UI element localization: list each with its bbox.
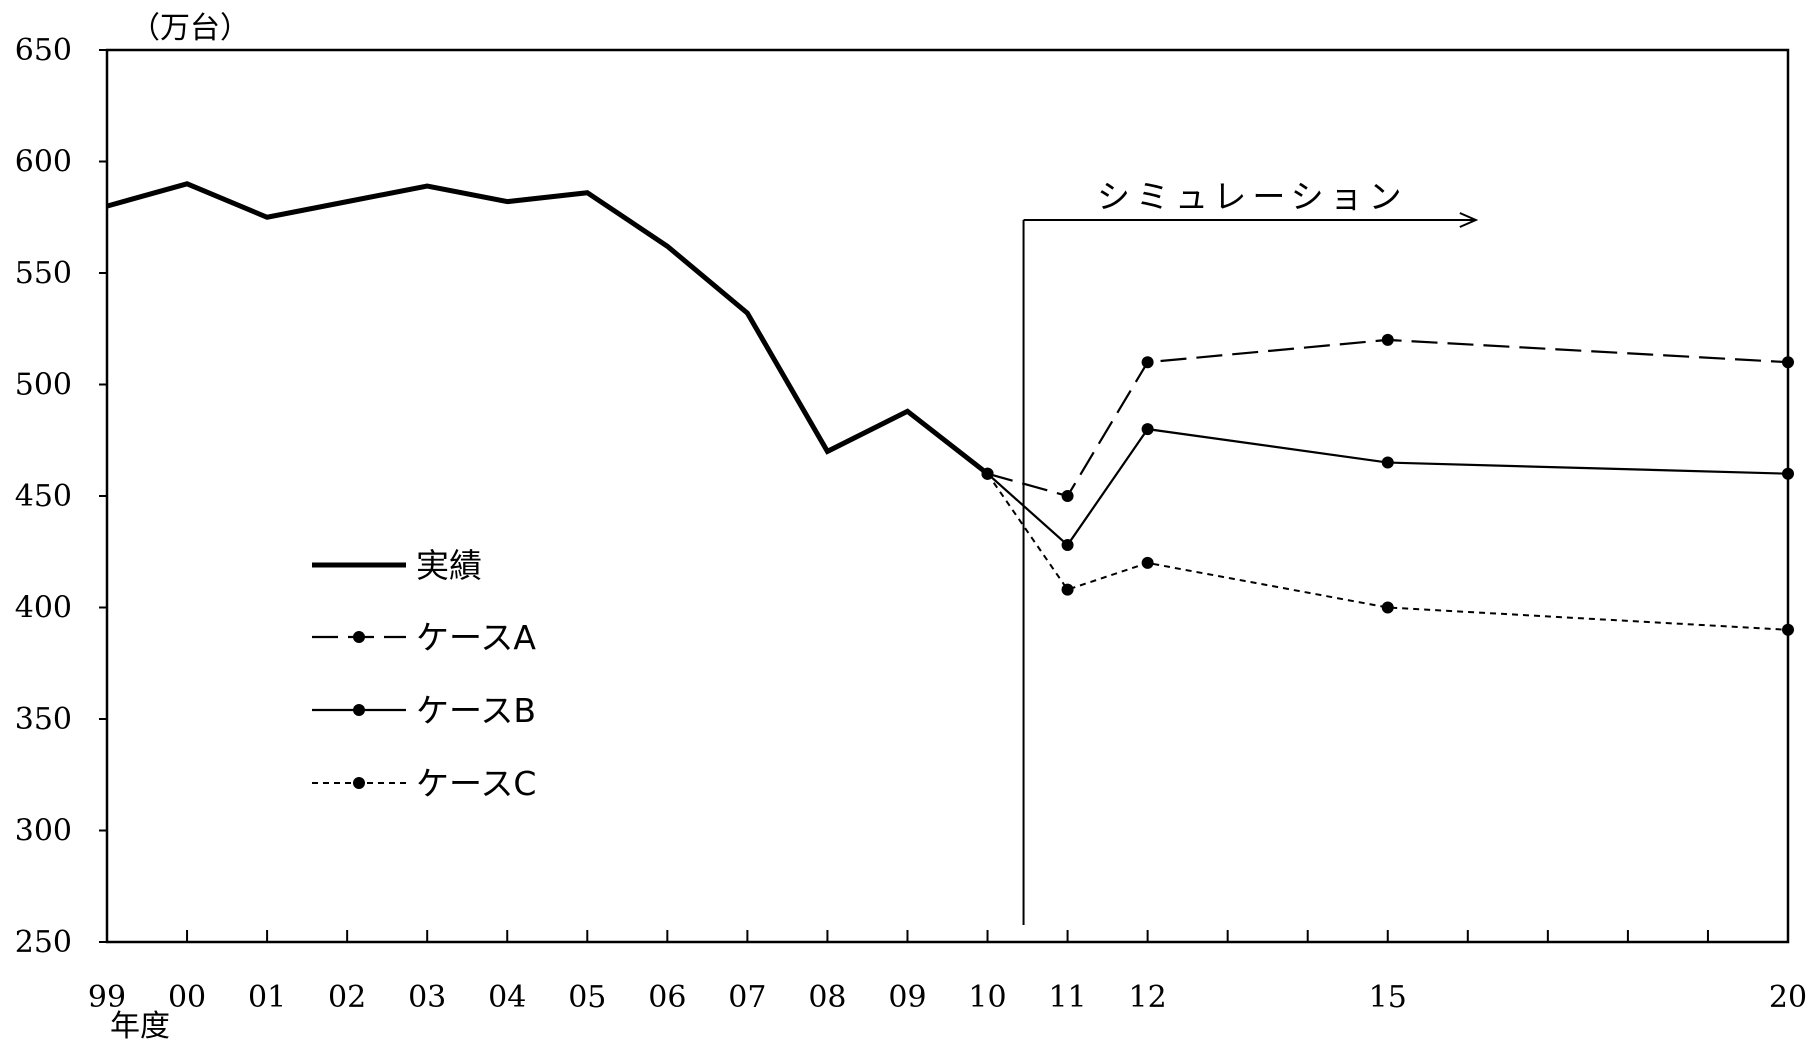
x-axis-label: 年度 (110, 1009, 170, 1041)
series-layer (106, 181, 1794, 636)
series-2 (981, 423, 1794, 552)
data-point (1381, 601, 1394, 614)
data-point (1061, 583, 1074, 596)
legend-label: ケースB (416, 691, 536, 730)
simulation-marker: シミュレーション (1022, 177, 1479, 925)
series-line (106, 181, 990, 476)
y-tick-label: 250 (15, 925, 72, 960)
x-tick-label: 06 (648, 980, 686, 1015)
y-tick-label: 350 (15, 702, 72, 737)
y-tick-label: 600 (15, 145, 72, 180)
x-tick-label: 05 (568, 980, 606, 1015)
x-tick-label: 00 (168, 980, 206, 1015)
data-point (1782, 623, 1794, 636)
x-tick-label: 07 (728, 980, 766, 1015)
x-tick-label: 09 (888, 980, 926, 1015)
x-tick-label: 02 (328, 980, 366, 1015)
series-1 (981, 333, 1794, 502)
x-tick-label: 10 (968, 980, 1006, 1015)
data-point (1141, 556, 1154, 569)
y-tick-label: 650 (15, 33, 72, 68)
x-tick-label: 03 (408, 980, 446, 1015)
series-0 (106, 181, 990, 476)
x-tick-label: 01 (248, 980, 286, 1015)
legend-marker (353, 704, 365, 716)
data-point (1782, 467, 1794, 480)
x-tick-label: 99 (88, 980, 126, 1015)
series-line (986, 427, 1789, 547)
y-tick-label: 450 (15, 479, 72, 514)
data-point (1381, 456, 1394, 469)
x-tick-label: 11 (1048, 980, 1086, 1015)
unit-label: （万台） (130, 11, 250, 46)
data-point (1381, 333, 1394, 346)
x-tick-label: 15 (1369, 980, 1407, 1015)
legend-label: 実績 (416, 546, 482, 585)
x-tick-label: 04 (488, 980, 526, 1015)
data-point (1061, 539, 1074, 552)
series-3 (981, 467, 1794, 636)
x-tick-label: 08 (808, 980, 846, 1015)
data-point (981, 467, 994, 480)
x-tick-label: 20 (1769, 980, 1807, 1015)
data-point (1141, 356, 1154, 369)
data-point (1061, 490, 1074, 502)
legend-label: ケースC (416, 764, 536, 803)
simulation-label: シミュレーション (1097, 177, 1408, 216)
plot-frame (105, 48, 1790, 944)
data-point (1782, 356, 1794, 369)
legend-marker (353, 631, 365, 643)
legend-marker (353, 777, 365, 789)
x-tick-label: 12 (1129, 980, 1167, 1015)
axes: 250 300 350 400 450 500 550 600 650 99 00 01 02 03 04 0… (15, 33, 1807, 1015)
data-point (1141, 423, 1154, 436)
y-tick-label: 300 (15, 814, 72, 849)
y-tick-label: 500 (15, 368, 72, 403)
y-tick-label: 550 (15, 256, 72, 291)
series-line (987, 338, 1789, 498)
y-tick-label: 400 (15, 591, 72, 626)
simulation-arrow-head (1459, 212, 1479, 228)
legend-label: ケースA (416, 618, 536, 657)
